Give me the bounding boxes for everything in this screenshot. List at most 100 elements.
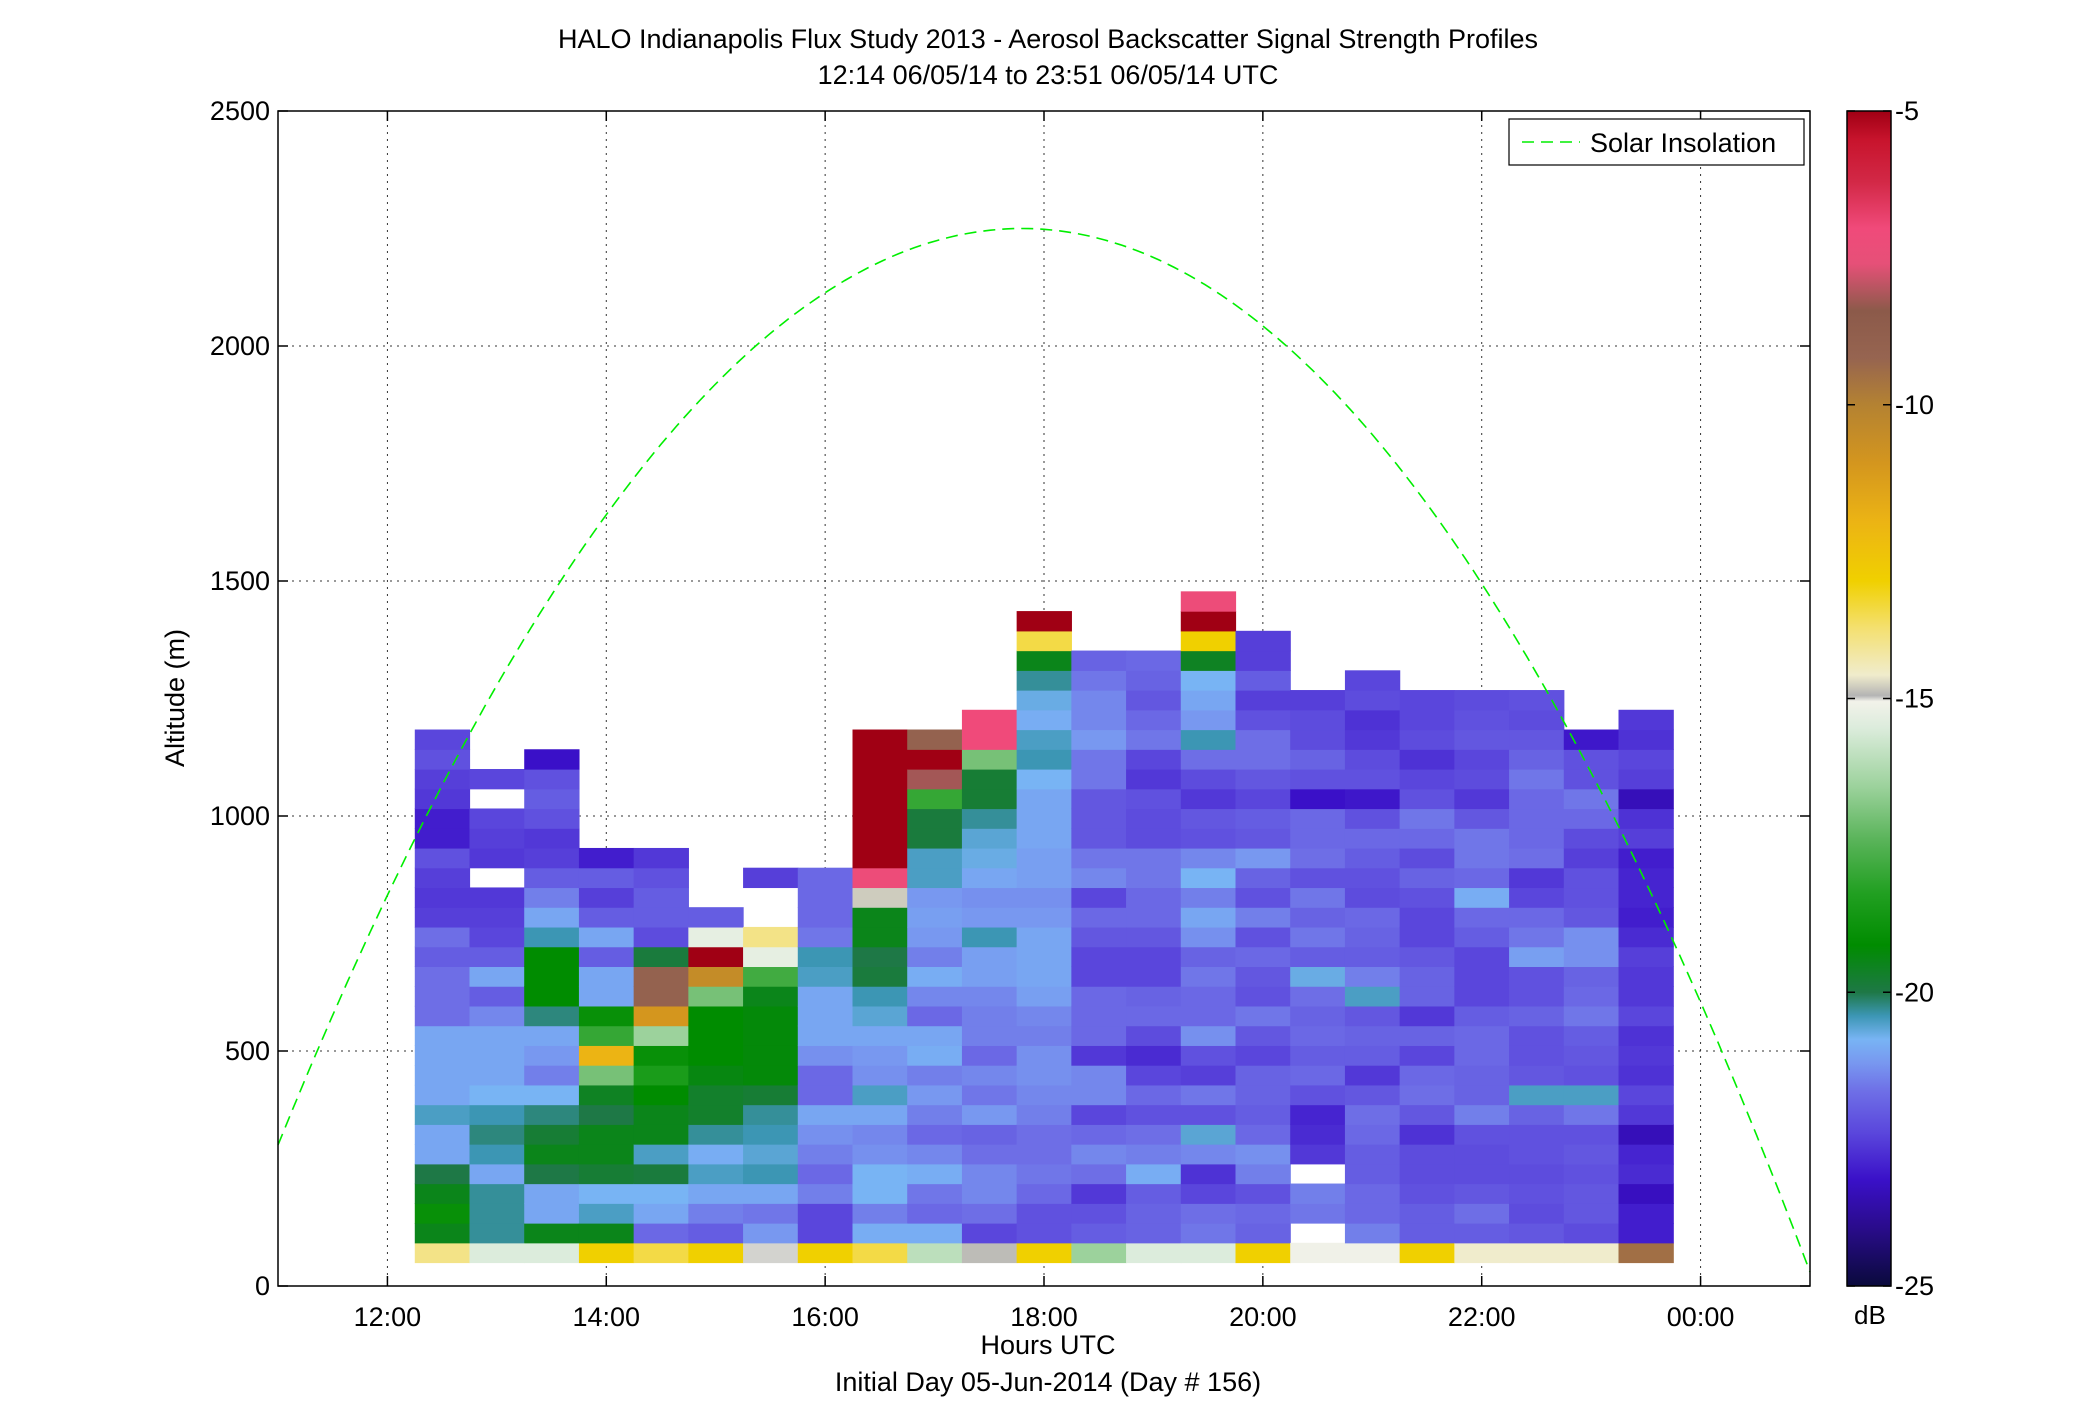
solar-insolation-line <box>277 227 1811 1273</box>
heatmap-cell <box>1399 828 1455 849</box>
heatmap-cell <box>1509 709 1565 731</box>
heatmap-cell <box>1563 1203 1620 1224</box>
heatmap-cell <box>797 907 854 928</box>
heatmap-cell <box>524 1104 580 1125</box>
heatmap-cell <box>743 986 799 1007</box>
heatmap-cell <box>1235 986 1291 1007</box>
heatmap-cell <box>1180 1045 1237 1066</box>
heatmap-cell <box>1016 1223 1072 1244</box>
heatmap-cell <box>1016 769 1072 790</box>
heatmap-cell <box>1071 1045 1127 1066</box>
heatmap-cell <box>688 986 744 1007</box>
heatmap-cell <box>1618 1223 1674 1244</box>
heatmap-cell <box>743 1124 799 1145</box>
heatmap-cell <box>1509 1104 1565 1125</box>
heatmap-cell <box>578 1223 635 1244</box>
heatmap-cell <box>1290 1084 1346 1106</box>
x-tick-label: 00:00 <box>1667 1302 1735 1332</box>
heatmap-cell <box>414 887 471 908</box>
heatmap-cell <box>852 1005 908 1027</box>
heatmap-cell <box>688 1124 744 1145</box>
heatmap-cell <box>961 1242 1018 1264</box>
heatmap-cell <box>1344 709 1401 731</box>
heatmap-cell <box>1399 887 1455 908</box>
heatmap-cell <box>1618 709 1674 731</box>
heatmap-cell <box>1618 1183 1674 1204</box>
heatmap-cell <box>1344 1183 1401 1204</box>
heatmap-cell <box>1344 1065 1401 1086</box>
heatmap-cell <box>1399 1144 1455 1165</box>
heatmap-cell <box>1563 1163 1620 1185</box>
heatmap-cell <box>1509 1005 1565 1027</box>
heatmap-cell <box>1126 709 1182 731</box>
heatmap-cell <box>907 1005 963 1027</box>
heatmap-cell <box>1509 749 1565 770</box>
heatmap-cell <box>524 926 580 948</box>
heatmap-cell <box>1071 1104 1127 1125</box>
heatmap-cell <box>1016 611 1072 632</box>
heatmap-cell <box>1180 670 1237 691</box>
heatmap-cell <box>1235 828 1291 849</box>
heatmap-cell <box>414 907 471 928</box>
heatmap-cell <box>852 986 908 1007</box>
heatmap-cell <box>469 808 525 829</box>
heatmap-cell <box>1290 887 1346 908</box>
heatmap-cell <box>469 1045 525 1066</box>
heatmap-cell <box>1071 1223 1127 1244</box>
heatmap-cell <box>1454 1242 1510 1264</box>
heatmap-cell <box>578 867 635 889</box>
heatmap-cell <box>414 1124 471 1145</box>
heatmap-cell <box>743 1223 799 1244</box>
heatmap-cell <box>524 867 580 889</box>
heatmap-cell <box>524 808 580 829</box>
colorbar-ticks: -5 -10 -15 -20 -25 <box>1847 96 1934 1301</box>
heatmap-cell <box>1235 847 1291 869</box>
heatmap-cell <box>1126 926 1182 948</box>
heatmap-cell <box>414 1144 471 1165</box>
heatmap-cell <box>1399 1025 1455 1046</box>
heatmap-cell <box>907 1242 963 1264</box>
heatmap-cell <box>797 1242 854 1264</box>
heatmap-cell <box>852 867 908 889</box>
heatmap-cell <box>1509 907 1565 928</box>
heatmap-cell <box>1618 729 1674 750</box>
heatmap-cell <box>1126 749 1182 770</box>
heatmap-cell <box>797 867 854 889</box>
heatmap-cell <box>1071 828 1127 849</box>
heatmap-cell <box>1344 788 1401 810</box>
heatmap-cell <box>1399 1104 1455 1125</box>
heatmap-cell <box>414 867 471 889</box>
heatmap-cell <box>961 907 1018 928</box>
heatmap-cell <box>961 1223 1018 1244</box>
heatmap-cell <box>1180 1223 1237 1244</box>
heatmap-cell <box>469 1203 525 1224</box>
heatmap-cell <box>1454 887 1510 908</box>
heatmap-cell <box>1290 907 1346 928</box>
heatmap-cell <box>1563 1025 1620 1046</box>
heatmap-cell <box>1016 1025 1072 1046</box>
heatmap-cell <box>852 769 908 790</box>
heatmap-cell <box>1344 926 1401 948</box>
heatmap-cell <box>907 808 963 829</box>
heatmap-cell <box>1235 808 1291 829</box>
heatmap-cell <box>1126 1025 1182 1046</box>
heatmap-cells <box>414 591 1674 1264</box>
heatmap-cell <box>1563 788 1620 810</box>
heatmap-cell <box>1235 630 1291 652</box>
heatmap-cell <box>469 1104 525 1125</box>
heatmap-cell <box>1126 847 1182 869</box>
heatmap-cell <box>852 847 908 869</box>
heatmap-cell <box>1399 1084 1455 1106</box>
heatmap-cell <box>1290 729 1346 750</box>
heatmap-cell <box>633 986 689 1007</box>
heatmap-cell <box>1180 1163 1237 1185</box>
heatmap-cell <box>1290 986 1346 1007</box>
heatmap-cell <box>852 1223 908 1244</box>
heatmap-cell <box>1126 788 1182 810</box>
heatmap-cell <box>743 1005 799 1027</box>
heatmap-cell <box>633 926 689 948</box>
heatmap-cell <box>414 1183 471 1204</box>
heatmap-cell <box>797 1084 854 1106</box>
heatmap-cell <box>1344 1163 1401 1185</box>
heatmap-cell <box>743 1065 799 1086</box>
